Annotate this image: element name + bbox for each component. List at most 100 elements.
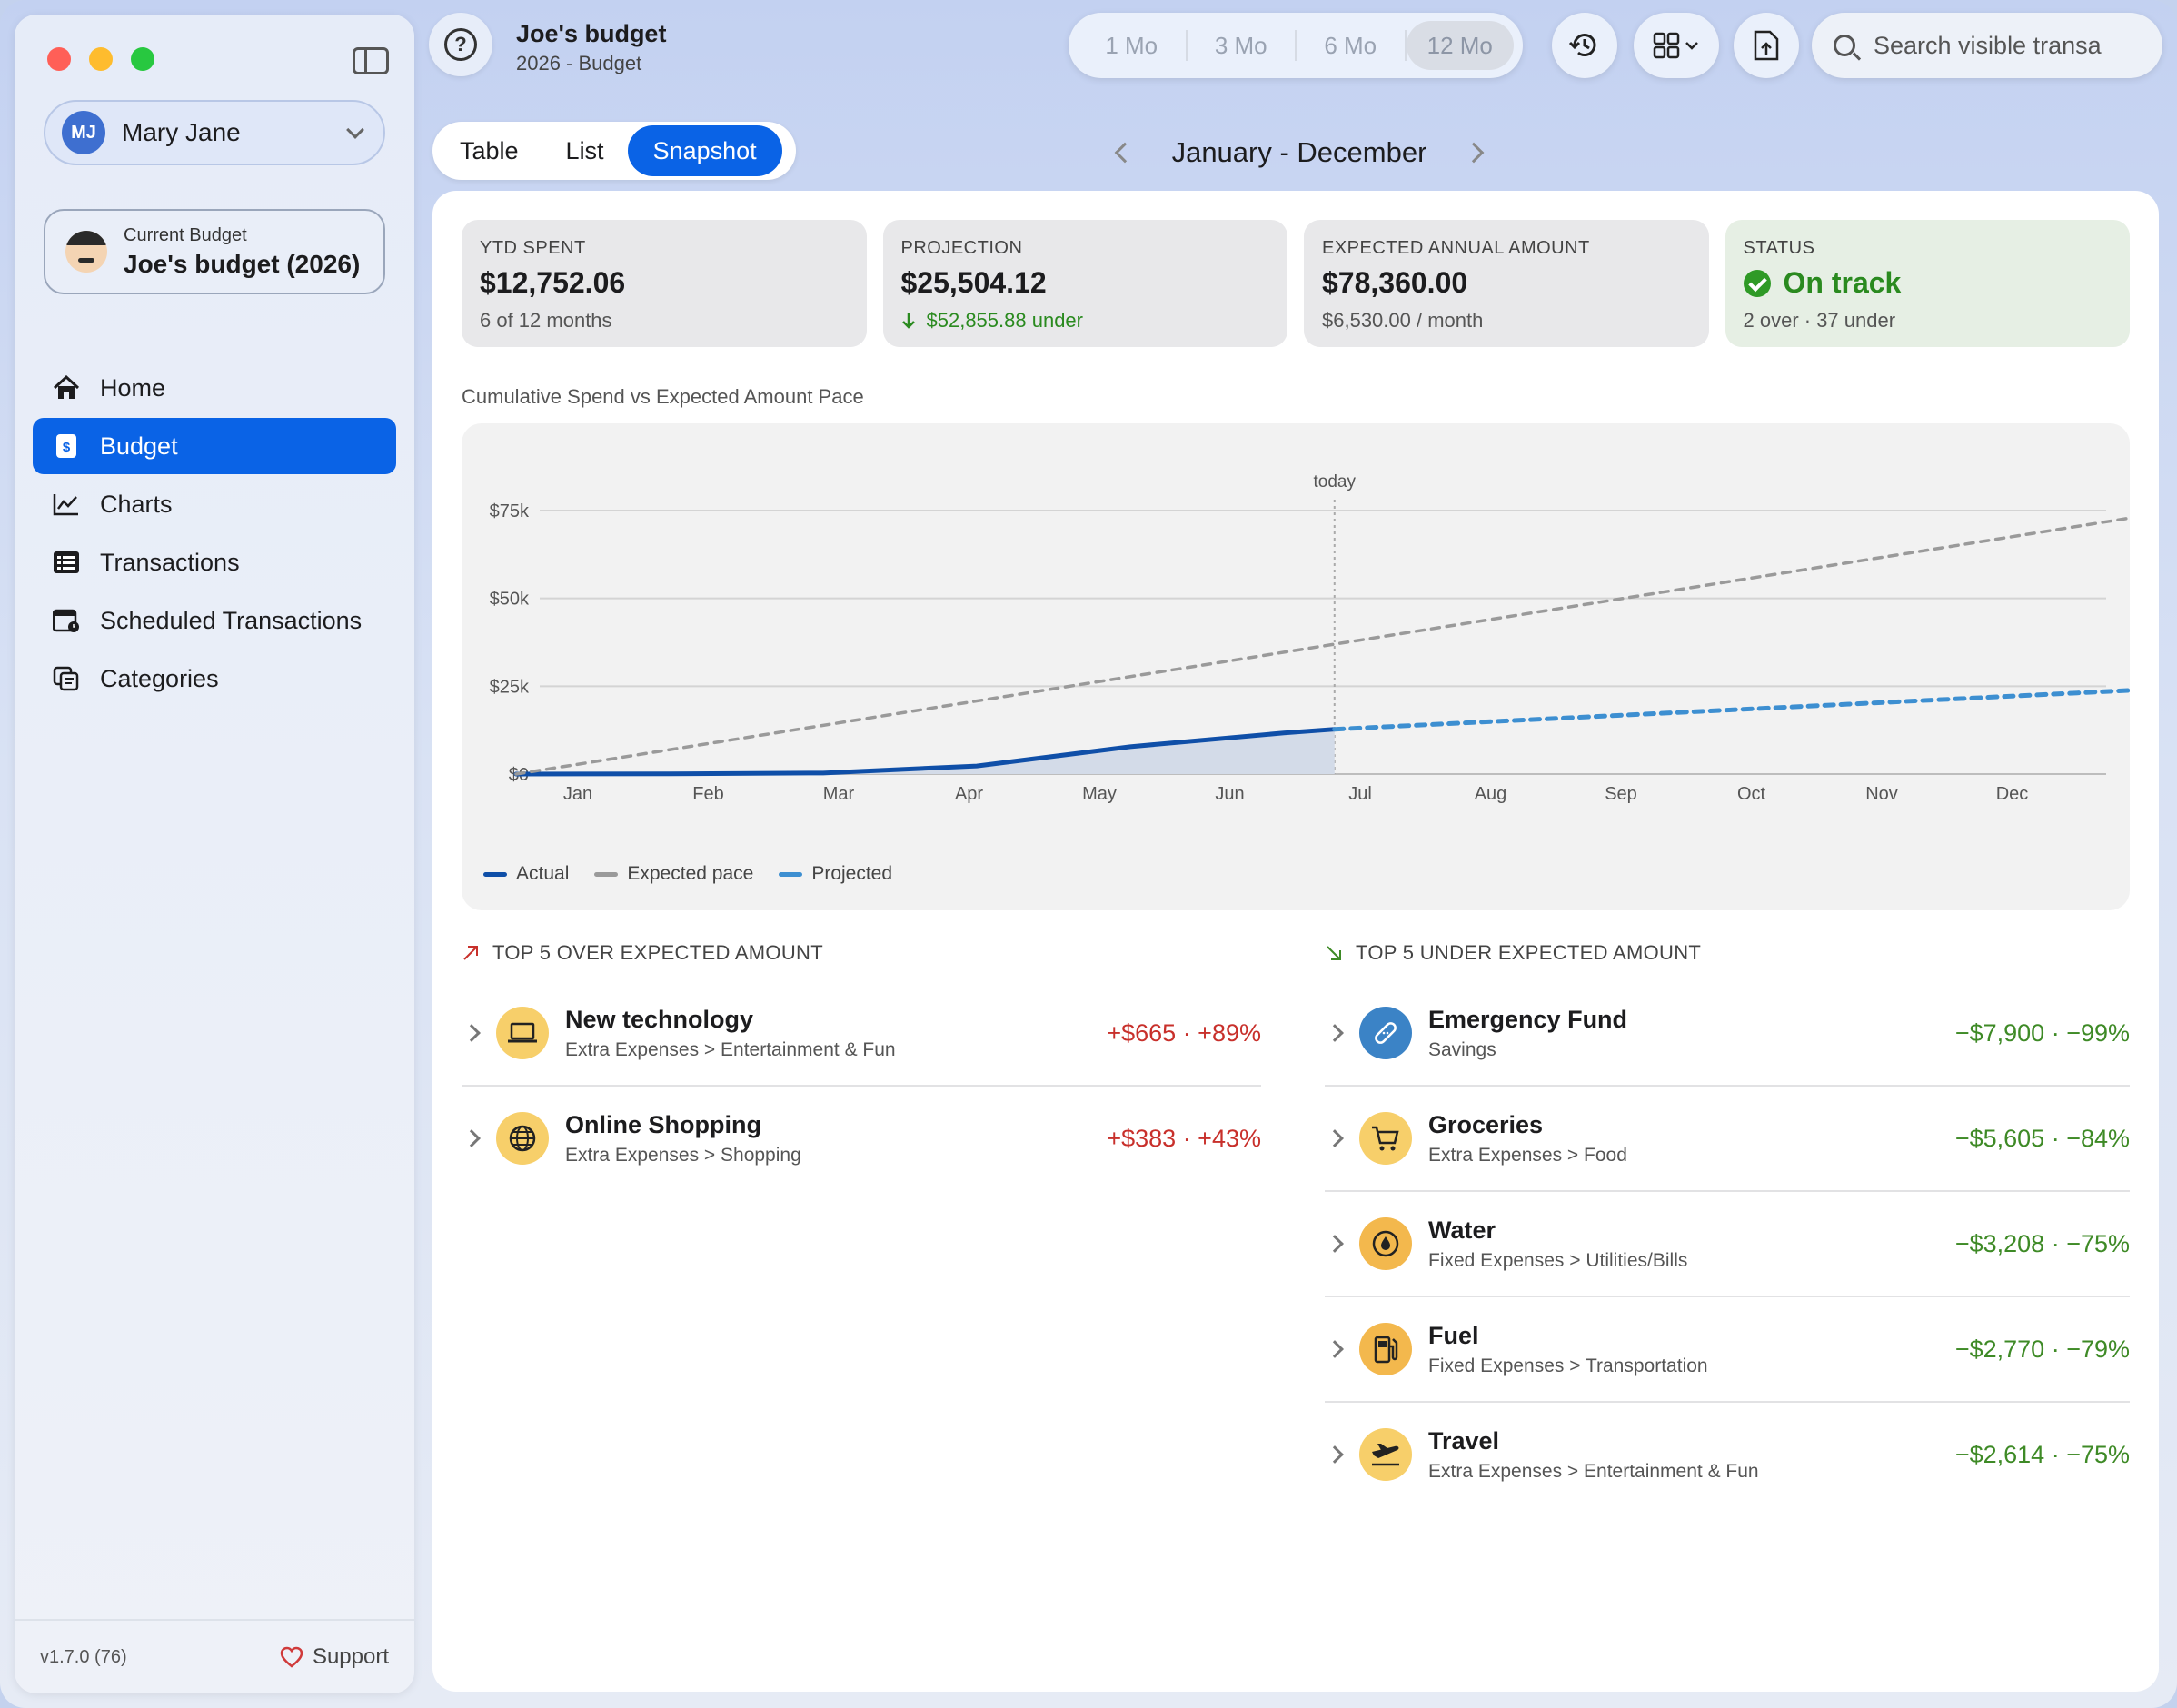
divider [1185, 30, 1188, 61]
svg-text:$: $ [63, 440, 71, 455]
chart-title: Cumulative Spend vs Expected Amount Pace [462, 385, 864, 408]
export-button[interactable] [1734, 13, 1799, 78]
sidebar-item-transactions[interactable]: Transactions [33, 534, 396, 591]
variance-amount: −$3,208 · −75% [1954, 1229, 2130, 1257]
page-title: Joe's budget [516, 20, 667, 47]
tab-table[interactable]: Table [460, 136, 519, 164]
chevron-right-icon[interactable] [462, 1024, 481, 1042]
range-12mo-button[interactable]: 12 Mo [1406, 21, 1514, 70]
category-path: Extra Expenses > Food [1428, 1144, 1627, 1166]
y-tick-label: $25k [490, 677, 530, 697]
variance-amount: −$7,900 · −99% [1954, 1018, 2130, 1047]
user-switcher[interactable]: MJ Mary Jane [44, 100, 385, 165]
card-sub: $52,855.88 under [901, 309, 1270, 333]
search-input[interactable]: Search visible transa [1812, 13, 2162, 78]
category-path: Extra Expenses > Shopping [565, 1144, 801, 1166]
chevron-right-icon[interactable] [1463, 142, 1485, 164]
range-3mo-button[interactable]: 3 Mo [1214, 31, 1267, 59]
sidebar: MJ Mary Jane Current Budget Joe's budget… [15, 15, 414, 1693]
category-path: Fixed Expenses > Utilities/Bills [1428, 1249, 1688, 1271]
support-link[interactable]: Support [280, 1644, 389, 1670]
chevron-down-icon [1685, 42, 1698, 50]
minimize-window-button[interactable] [89, 47, 113, 71]
sidebar-item-charts[interactable]: Charts [33, 476, 396, 532]
divider [1325, 1401, 2130, 1403]
sidebar-item-label: Scheduled Transactions [100, 606, 363, 634]
chevron-right-icon[interactable] [1326, 1235, 1344, 1253]
layout-menu-button[interactable] [1634, 13, 1719, 78]
card-label: STATUS [1743, 238, 1815, 258]
projection-under-value: $52,855.88 under [926, 309, 1084, 332]
x-tick-label: Oct [1737, 784, 1766, 804]
help-button[interactable]: ? [429, 13, 492, 76]
legend-actual: Actual [483, 863, 569, 885]
sidebar-footer: v1.7.0 (76) Support [15, 1619, 414, 1693]
tab-snapshot[interactable]: Snapshot [627, 125, 782, 176]
grid-icon [1653, 32, 1680, 59]
range-6mo-button[interactable]: 6 Mo [1324, 31, 1377, 59]
category-path: Extra Expenses > Entertainment & Fun [1428, 1460, 1759, 1482]
category-name: Fuel [1428, 1321, 1479, 1349]
sidebar-item-categories[interactable]: Categories [33, 650, 396, 707]
under-row-2[interactable]: Groceries Extra Expenses > Food −$5,605 · … [1325, 1085, 2130, 1192]
legend-projected: Projected [779, 863, 892, 885]
chevron-right-icon[interactable] [1326, 1340, 1344, 1358]
zoom-window-button[interactable] [131, 47, 154, 71]
close-window-button[interactable] [47, 47, 71, 71]
globe-icon [496, 1112, 549, 1165]
x-tick-label: Jul [1348, 784, 1372, 804]
list-icon [53, 549, 80, 576]
status-card: STATUS On track 2 over · 37 under [1725, 220, 2130, 347]
sidebar-item-budget[interactable]: $ Budget [33, 418, 396, 474]
sidebar-item-home[interactable]: Home [33, 360, 396, 416]
card-label: EXPECTED ANNUAL AMOUNT [1322, 238, 1590, 258]
airplane-icon [1359, 1428, 1412, 1481]
chevron-right-icon[interactable] [1326, 1129, 1344, 1147]
divider [1404, 30, 1407, 61]
row-text: Travel Extra Expenses > Entertainment & F… [1428, 1427, 1759, 1483]
legend-expected-pace: Expected pace [594, 863, 753, 885]
x-tick-label: Jun [1215, 784, 1244, 804]
divider [1325, 1296, 2130, 1297]
status-value: On track [1743, 266, 2112, 300]
variance-amount: −$2,770 · −79% [1954, 1335, 2130, 1363]
sidebar-item-scheduled-transactions[interactable]: Scheduled Transactions [33, 592, 396, 649]
page-subtitle: 2026 - Budget [516, 52, 642, 74]
period-label: January - December [1171, 136, 1427, 168]
series-line-expected-pace [514, 516, 2130, 776]
over-row-1[interactable]: New technology Extra Expenses > Entertain… [462, 979, 1261, 1087]
projection-card: PROJECTION $25,504.12 $52,855.88 under [882, 220, 1287, 347]
divider [1325, 1190, 2130, 1192]
category-path: Savings [1428, 1038, 1496, 1060]
x-tick-label: Aug [1475, 784, 1507, 804]
expected-annual-card: EXPECTED ANNUAL AMOUNT $78,360.00 $6,530… [1304, 220, 1709, 347]
refresh-schedule-button[interactable] [1552, 13, 1617, 78]
card-value: $25,504.12 [900, 266, 1047, 299]
x-tick-label: Feb [692, 784, 723, 804]
under-row-5[interactable]: Travel Extra Expenses > Entertainment & F… [1325, 1401, 2130, 1508]
current-budget-card[interactable]: Current Budget Joe's budget (2026) [44, 209, 385, 294]
chevron-right-icon[interactable] [1326, 1445, 1344, 1464]
row-text: Groceries Extra Expenses > Food [1428, 1111, 1627, 1167]
house-icon [53, 374, 80, 402]
row-text: New technology Extra Expenses > Entertain… [565, 1006, 896, 1061]
under-row-3[interactable]: Water Fixed Expenses > Utilities/Bills −$3… [1325, 1190, 2130, 1297]
tab-list[interactable]: List [565, 136, 604, 164]
question-mark-icon: ? [444, 28, 477, 61]
sidebar-toggle-icon[interactable] [353, 47, 389, 74]
range-1mo-button[interactable]: 1 Mo [1105, 31, 1158, 59]
actual-area [516, 729, 1335, 774]
period-navigator: January - December [1114, 131, 1485, 174]
over-row-2[interactable]: Online Shopping Extra Expenses > Shopping… [462, 1085, 1261, 1192]
chevron-right-icon[interactable] [1326, 1024, 1344, 1042]
title-block: Joe's budget 2026 - Budget [516, 20, 666, 75]
under-row-4[interactable]: Fuel Fixed Expenses > Transportation −$2,7… [1325, 1296, 2130, 1403]
cumulative-spend-chart: $0 $25k $50k $75k Jan Feb Mar Apr May Jun Jul Aug Se… [462, 423, 2130, 910]
under-row-1[interactable]: Emergency Fund Savings −$7,900 · −99% [1325, 979, 2130, 1087]
chevron-left-icon[interactable] [1114, 142, 1136, 164]
chevron-right-icon[interactable] [462, 1129, 481, 1147]
category-name: Travel [1428, 1426, 1500, 1455]
legend-label: Projected [811, 863, 893, 884]
card-sub: $6,530.00 / month [1322, 309, 1484, 332]
